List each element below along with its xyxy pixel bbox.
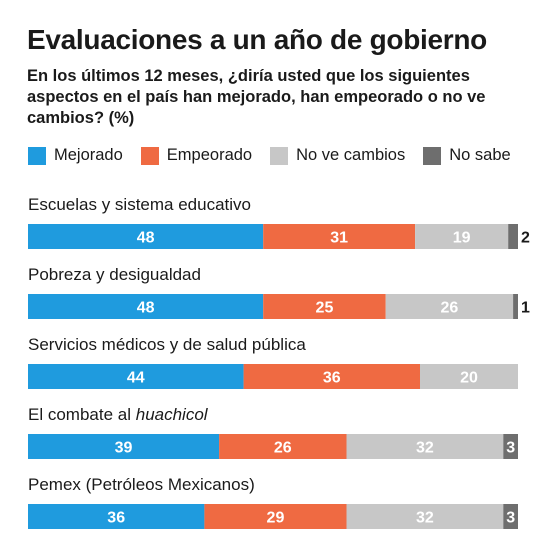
category-label: Pemex (Petróleos Mexicanos): [28, 475, 255, 494]
category-label: Servicios médicos y de salud pública: [28, 335, 306, 354]
bar-segment-no-sabe: [508, 224, 518, 249]
bar-segment-mejorado: [28, 294, 264, 319]
bar-value-label: 3: [506, 510, 515, 527]
bar-segment-empeorado: [243, 364, 420, 389]
category-label-text: Pemex (Petróleos Mexicanos): [28, 475, 255, 494]
bar-value-label: 32: [416, 510, 434, 527]
bar-value-label: 20: [460, 370, 478, 387]
category-label-italic-text: huachicol: [136, 405, 209, 424]
bar-segment-no-sabe: [503, 434, 518, 459]
bar-segment-mejorado: [28, 224, 264, 249]
bar-value-label: 48: [137, 230, 155, 247]
bar-value-label: 31: [330, 230, 348, 247]
bar-segment-mejorado: [28, 434, 220, 459]
legend-label-empeorado: Empeorado: [166, 146, 253, 164]
category-label-text: Pobreza y desigualdad: [28, 265, 201, 284]
bar-segment-no-sabe: [503, 504, 518, 529]
bar-value-label: 36: [323, 370, 341, 387]
bar-value-label: 36: [107, 510, 125, 527]
category-label-text: Servicios médicos y de salud pública: [28, 335, 306, 354]
category-label: Escuelas y sistema educativo: [28, 195, 251, 214]
bar-value-label: 32: [416, 440, 434, 457]
bar-segment-empeorado: [263, 294, 386, 319]
legend-item-mejorado: Mejorado: [28, 146, 123, 165]
bar-segment-mejorado: [28, 504, 205, 529]
legend-item-empeorado: Empeorado: [140, 146, 253, 165]
bar-segment-no-ve-cambios: [420, 364, 518, 389]
category-label: El combate al huachicol: [28, 405, 209, 424]
legend-label-mejorado: Mejorado: [54, 146, 123, 164]
bar-segment-empeorado: [263, 224, 416, 249]
legend: Mejorado Empeorado No ve cambios No sabe: [28, 146, 511, 165]
bar-segment-no-ve-cambios: [346, 434, 504, 459]
chart-subtitle: En los últimos 12 meses, ¿diría usted qu…: [27, 67, 486, 127]
legend-swatch-empeorado: [140, 146, 159, 165]
bar-value-label: 19: [453, 230, 471, 247]
bar-segment-mejorado: [28, 364, 244, 389]
category-label: Pobreza y desigualdad: [28, 265, 201, 284]
bar-segment-empeorado: [204, 504, 347, 529]
bar-value-label: 2: [521, 230, 530, 247]
bar-value-label: 39: [115, 440, 133, 457]
bar-value-label: 25: [316, 300, 334, 317]
bar-value-label: 48: [137, 300, 155, 317]
bar-segment-no-ve-cambios: [385, 294, 514, 319]
category-label-text: El combate al: [28, 405, 136, 424]
legend-label-no-ve-cambios: No ve cambios: [296, 146, 406, 164]
chart-title: Evaluaciones a un año de gobierno: [27, 24, 487, 55]
bar-value-label: 44: [127, 370, 145, 387]
bar-segment-no-ve-cambios: [346, 504, 504, 529]
category-label-text: Escuelas y sistema educativo: [28, 195, 251, 214]
legend-swatch-no-ve-cambios: [270, 146, 289, 165]
bar-segment-empeorado: [219, 434, 347, 459]
bar-segment-no-ve-cambios: [415, 224, 509, 249]
bar-value-label: 1: [521, 300, 530, 317]
bar-value-label: 26: [274, 440, 292, 457]
legend-item-no-ve-cambios: No ve cambios: [270, 146, 405, 165]
legend-swatch-no-sabe: [423, 146, 442, 165]
bar-segment-no-sabe: [513, 294, 518, 319]
bar-value-label: 3: [506, 440, 515, 457]
legend-item-no-sabe: No sabe: [423, 146, 511, 165]
legend-label-no-sabe: No sabe: [449, 146, 511, 164]
bar-value-label: 26: [441, 300, 459, 317]
legend-swatch-mejorado: [28, 146, 46, 165]
bar-value-label: 29: [267, 510, 285, 527]
